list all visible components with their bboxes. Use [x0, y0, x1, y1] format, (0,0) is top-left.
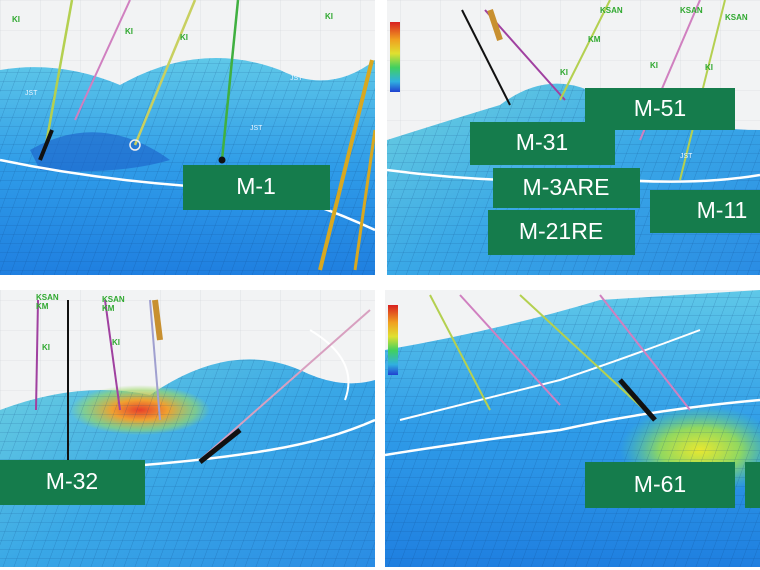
well-label: M-61: [634, 471, 686, 497]
zone-tag: JST: [250, 125, 263, 132]
zone-tag: KM: [102, 304, 115, 313]
well-label-box: [470, 122, 615, 165]
zone-tag: KSAN: [725, 13, 748, 22]
panel-bottom-left: KSAN KM KSAN KM KI KI M-32: [0, 290, 375, 567]
zone-tag: KI: [180, 33, 188, 42]
panel-top-left: KI KI KI KI JST JST JST M-1: [0, 0, 375, 275]
zone-tag: KI: [125, 27, 133, 36]
zone-tag: JST: [25, 90, 38, 97]
well-label-box: [745, 462, 760, 508]
zone-tag: KI: [560, 68, 568, 77]
well-label: M-31: [516, 129, 568, 155]
zone-tag: KI: [112, 338, 120, 347]
well-label: M-32: [46, 468, 98, 494]
well-label: M-51: [634, 95, 686, 121]
zone-tag: KSAN: [36, 293, 59, 302]
zone-tag: JST: [680, 153, 693, 160]
well-label: M-11: [697, 197, 748, 223]
well-label-box: [650, 190, 760, 233]
well-label-box: [488, 210, 635, 255]
zone-tag: KSAN: [600, 6, 623, 15]
zone-tag: KM: [36, 302, 49, 311]
zone-tag: KSAN: [680, 6, 703, 15]
zone-tag: KI: [42, 343, 50, 352]
well-label: M-3ARE: [523, 174, 610, 200]
zone-tag: KI: [12, 15, 20, 24]
well-label-box: [183, 165, 330, 210]
zone-tag: KI: [705, 63, 713, 72]
zone-tag: KI: [650, 61, 658, 70]
zone-tag: KM: [588, 35, 601, 44]
well-label: M-1: [236, 173, 276, 199]
panel-top-right: KSAN KSAN KSAN KM KI KI KI JST M-51 M-31…: [387, 0, 760, 275]
well-label: M-21RE: [519, 218, 603, 244]
well-label-box: [0, 460, 145, 505]
panel-bottom-right: M-61: [385, 290, 760, 567]
zone-tag: KI: [325, 12, 333, 21]
well-label-box: [585, 462, 735, 508]
zone-tag: KSAN: [102, 295, 125, 304]
zone-tag: JST: [290, 75, 303, 82]
well-label-box: [493, 168, 640, 208]
